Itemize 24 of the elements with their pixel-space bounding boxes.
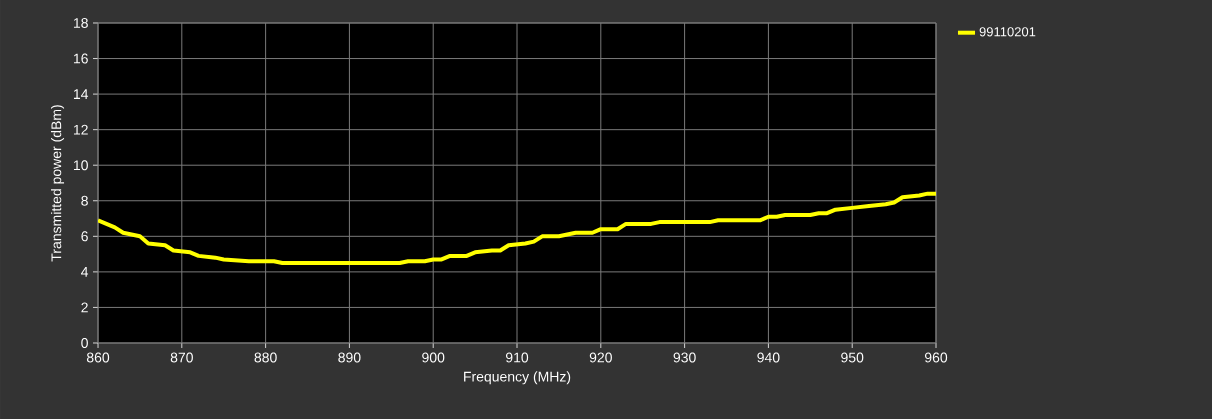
y-tick-label: 6 <box>81 231 88 242</box>
x-tick-label: 900 <box>422 352 445 363</box>
y-tick-label: 4 <box>81 267 89 277</box>
x-tick-label: 930 <box>673 352 696 363</box>
x-tick-label: 920 <box>589 352 612 363</box>
y-tick-label: 10 <box>73 160 88 171</box>
y-tick-label: 14 <box>73 89 89 99</box>
y-tick-label: 12 <box>73 124 88 135</box>
y-tick-label: 16 <box>73 53 88 64</box>
x-tick-label: 880 <box>254 352 277 363</box>
x-tick-label: 860 <box>86 352 110 363</box>
y-tick-label: 8 <box>81 195 88 206</box>
x-tick-label: 910 <box>505 352 529 363</box>
y-axis-title: Transmitted power (dBm) <box>50 105 65 262</box>
x-axis-title: Frequency (MHz) <box>464 371 571 385</box>
x-tick-label: 870 <box>170 352 193 363</box>
x-tick-label: 960 <box>924 352 948 363</box>
y-tick-label: 0 <box>81 338 88 348</box>
x-tick-label: 950 <box>841 352 864 363</box>
x-tick-label: 890 <box>338 352 361 363</box>
x-tick-label: 940 <box>757 352 780 363</box>
legend-label: 99110201 <box>979 27 1036 37</box>
y-tick-label: 18 <box>73 18 88 28</box>
y-tick-label: 2 <box>81 302 88 313</box>
